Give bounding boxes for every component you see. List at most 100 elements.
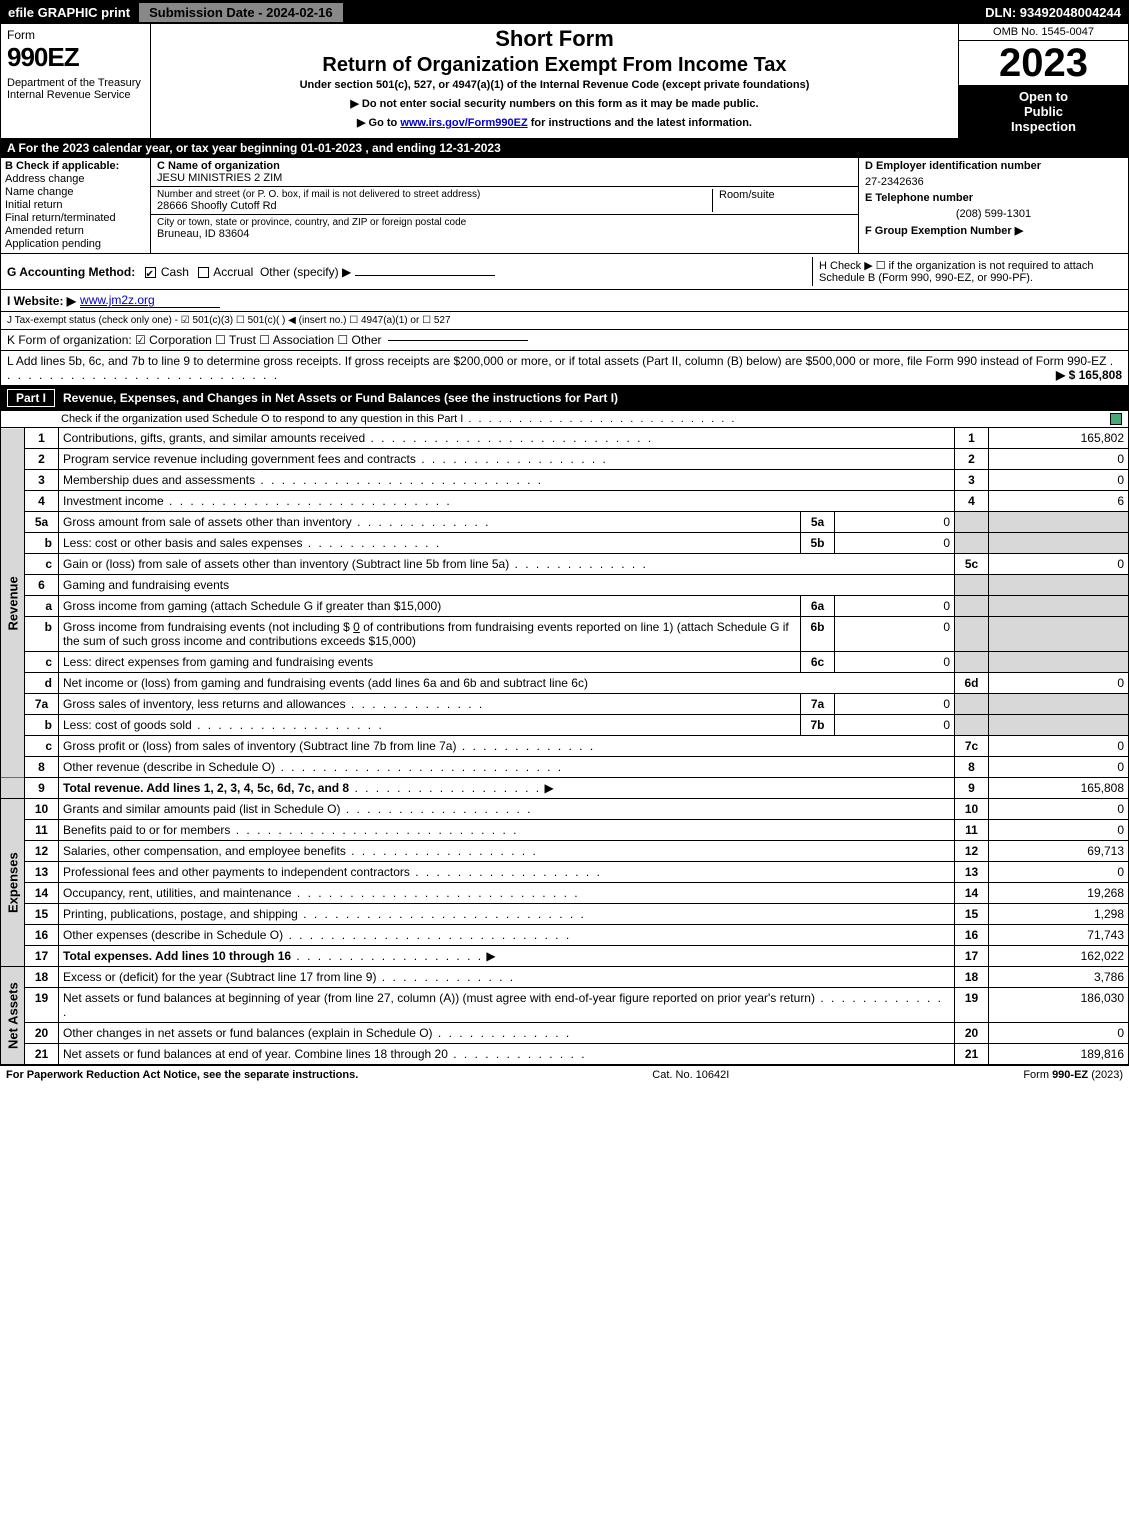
row-g: G Accounting Method: Cash Accrual Other … (7, 265, 495, 279)
l2-desc: Program service revenue including govern… (63, 452, 608, 466)
org-name: JESU MINISTRIES 2 ZIM (157, 172, 852, 184)
c-city-label: City or town, state or province, country… (157, 217, 852, 228)
org-city: Bruneau, ID 83604 (157, 228, 852, 240)
l6c-rval-grey (989, 652, 1129, 673)
l7c-desc: Gross profit or (loss) from sales of inv… (63, 739, 595, 753)
l19-rlab: 19 (955, 988, 989, 1023)
chk-address-change[interactable]: Address change (5, 173, 146, 185)
l17-desc: Total expenses. Add lines 10 through 16 (63, 949, 291, 963)
l5b-num: b (25, 533, 59, 554)
l10-num: 10 (25, 799, 59, 820)
chk-name-change[interactable]: Name change (5, 186, 146, 198)
col-d-ein-phone: D Employer identification number 27-2342… (858, 158, 1128, 253)
l8-num: 8 (25, 757, 59, 778)
l12-val: 69,713 (989, 841, 1129, 862)
l20-num: 20 (25, 1023, 59, 1044)
l10-val: 0 (989, 799, 1129, 820)
l13-num: 13 (25, 862, 59, 883)
l16-val: 71,743 (989, 925, 1129, 946)
l18-val: 3,786 (989, 967, 1129, 988)
l5c-val: 0 (989, 554, 1129, 575)
line-21: 21 Net assets or fund balances at end of… (1, 1044, 1129, 1065)
room-suite-label: Room/suite (712, 189, 852, 212)
row-k-form-of-org: K Form of organization: ☑ Corporation ☐ … (0, 330, 1129, 351)
chk-initial-return[interactable]: Initial return (5, 199, 146, 211)
line-10: Expenses 10 Grants and similar amounts p… (1, 799, 1129, 820)
l6c-inval: 0 (835, 652, 955, 673)
l19-num: 19 (25, 988, 59, 1023)
col-c-org-info: C Name of organization JESU MINISTRIES 2… (151, 158, 858, 253)
row-g-h: G Accounting Method: Cash Accrual Other … (0, 254, 1129, 290)
l6a-num: a (25, 596, 59, 617)
row-h: H Check ▶ ☐ if the organization is not r… (812, 257, 1122, 286)
l6d-desc: Net income or (loss) from gaming and fun… (63, 676, 588, 690)
l7b-rlab-grey (955, 715, 989, 736)
l12-num: 12 (25, 841, 59, 862)
l7b-inval: 0 (835, 715, 955, 736)
l17-rlab: 17 (955, 946, 989, 967)
instr-no-ssn: ▶ Do not enter social security numbers o… (157, 97, 952, 110)
l21-rlab: 21 (955, 1044, 989, 1065)
part-1-label: Part I (7, 389, 55, 407)
l5b-inval: 0 (835, 533, 955, 554)
l6c-num: c (25, 652, 59, 673)
l5c-num: c (25, 554, 59, 575)
c-name-label: C Name of organization (157, 160, 852, 172)
chk-cash[interactable] (145, 267, 156, 278)
l6b-inlab: 6b (801, 617, 835, 652)
g-cash: Cash (161, 265, 189, 279)
f-group-label: F Group Exemption Number ▶ (865, 224, 1122, 237)
l3-num: 3 (25, 470, 59, 491)
part-1-schedule-o-checkbox[interactable] (1110, 413, 1122, 425)
line-4: 4 Investment income 4 6 (1, 491, 1129, 512)
l6d-val: 0 (989, 673, 1129, 694)
l5a-inlab: 5a (801, 512, 835, 533)
l6b-desc1v: 0 (353, 620, 360, 634)
irs-link[interactable]: www.irs.gov/Form990EZ (400, 117, 527, 129)
l9-desc: Total revenue. Add lines 1, 2, 3, 4, 5c,… (63, 781, 349, 795)
line-11: 11 Benefits paid to or for members 11 0 (1, 820, 1129, 841)
l6b-desc1: Gross income from fundraising events (no… (63, 620, 350, 634)
l7a-num: 7a (25, 694, 59, 715)
chk-amended-return[interactable]: Amended return (5, 225, 146, 237)
sidebar-revenue: Revenue (1, 428, 25, 778)
efile-label[interactable]: efile GRAPHIC print (0, 3, 138, 22)
part-1-title: Revenue, Expenses, and Changes in Net As… (63, 391, 618, 405)
chk-accrual[interactable] (198, 267, 209, 278)
row-i-website: I Website: ▶ www.jm2z.org (0, 290, 1129, 312)
chk-application-pending[interactable]: Application pending (5, 238, 146, 250)
g-accrual: Accrual (213, 265, 253, 279)
l7c-rlab: 7c (955, 736, 989, 757)
i-label: I Website: ▶ (7, 294, 76, 308)
omb-number: OMB No. 1545-0047 (959, 24, 1128, 41)
page-footer: For Paperwork Reduction Act Notice, see … (0, 1065, 1129, 1084)
header-left: Form 990EZ Department of the Treasury In… (1, 24, 151, 138)
line-8: 8 Other revenue (describe in Schedule O)… (1, 757, 1129, 778)
l6-desc: Gaming and fundraising events (63, 578, 229, 592)
l9-side-grey (1, 778, 25, 799)
chk-final-return[interactable]: Final return/terminated (5, 212, 146, 224)
l6a-inval: 0 (835, 596, 955, 617)
l6-num: 6 (25, 575, 59, 596)
website-link[interactable]: www.jm2z.org (80, 293, 220, 308)
footer-cat: Cat. No. 10642I (652, 1069, 729, 1081)
line-6c: c Less: direct expenses from gaming and … (1, 652, 1129, 673)
e-phone-label: E Telephone number (865, 192, 1122, 204)
l7a-inval: 0 (835, 694, 955, 715)
open-line-1: Open to (961, 89, 1126, 104)
top-bar: efile GRAPHIC print Submission Date - 20… (0, 0, 1129, 24)
short-form-title: Short Form (157, 26, 952, 52)
l6c-rlab-grey (955, 652, 989, 673)
l5a-inval: 0 (835, 512, 955, 533)
l7c-val: 0 (989, 736, 1129, 757)
line-13: 13 Professional fees and other payments … (1, 862, 1129, 883)
l9-num: 9 (25, 778, 59, 799)
l6a-rval-grey (989, 596, 1129, 617)
header-right: OMB No. 1545-0047 2023 Open to Public In… (958, 24, 1128, 138)
g-other: Other (specify) ▶ (260, 265, 351, 279)
line-15: 15 Printing, publications, postage, and … (1, 904, 1129, 925)
l18-desc: Excess or (deficit) for the year (Subtra… (63, 970, 515, 984)
l6a-inlab: 6a (801, 596, 835, 617)
instr-goto: ▶ Go to www.irs.gov/Form990EZ for instru… (157, 116, 952, 129)
row-a-tax-year: A For the 2023 calendar year, or tax yea… (0, 139, 1129, 158)
